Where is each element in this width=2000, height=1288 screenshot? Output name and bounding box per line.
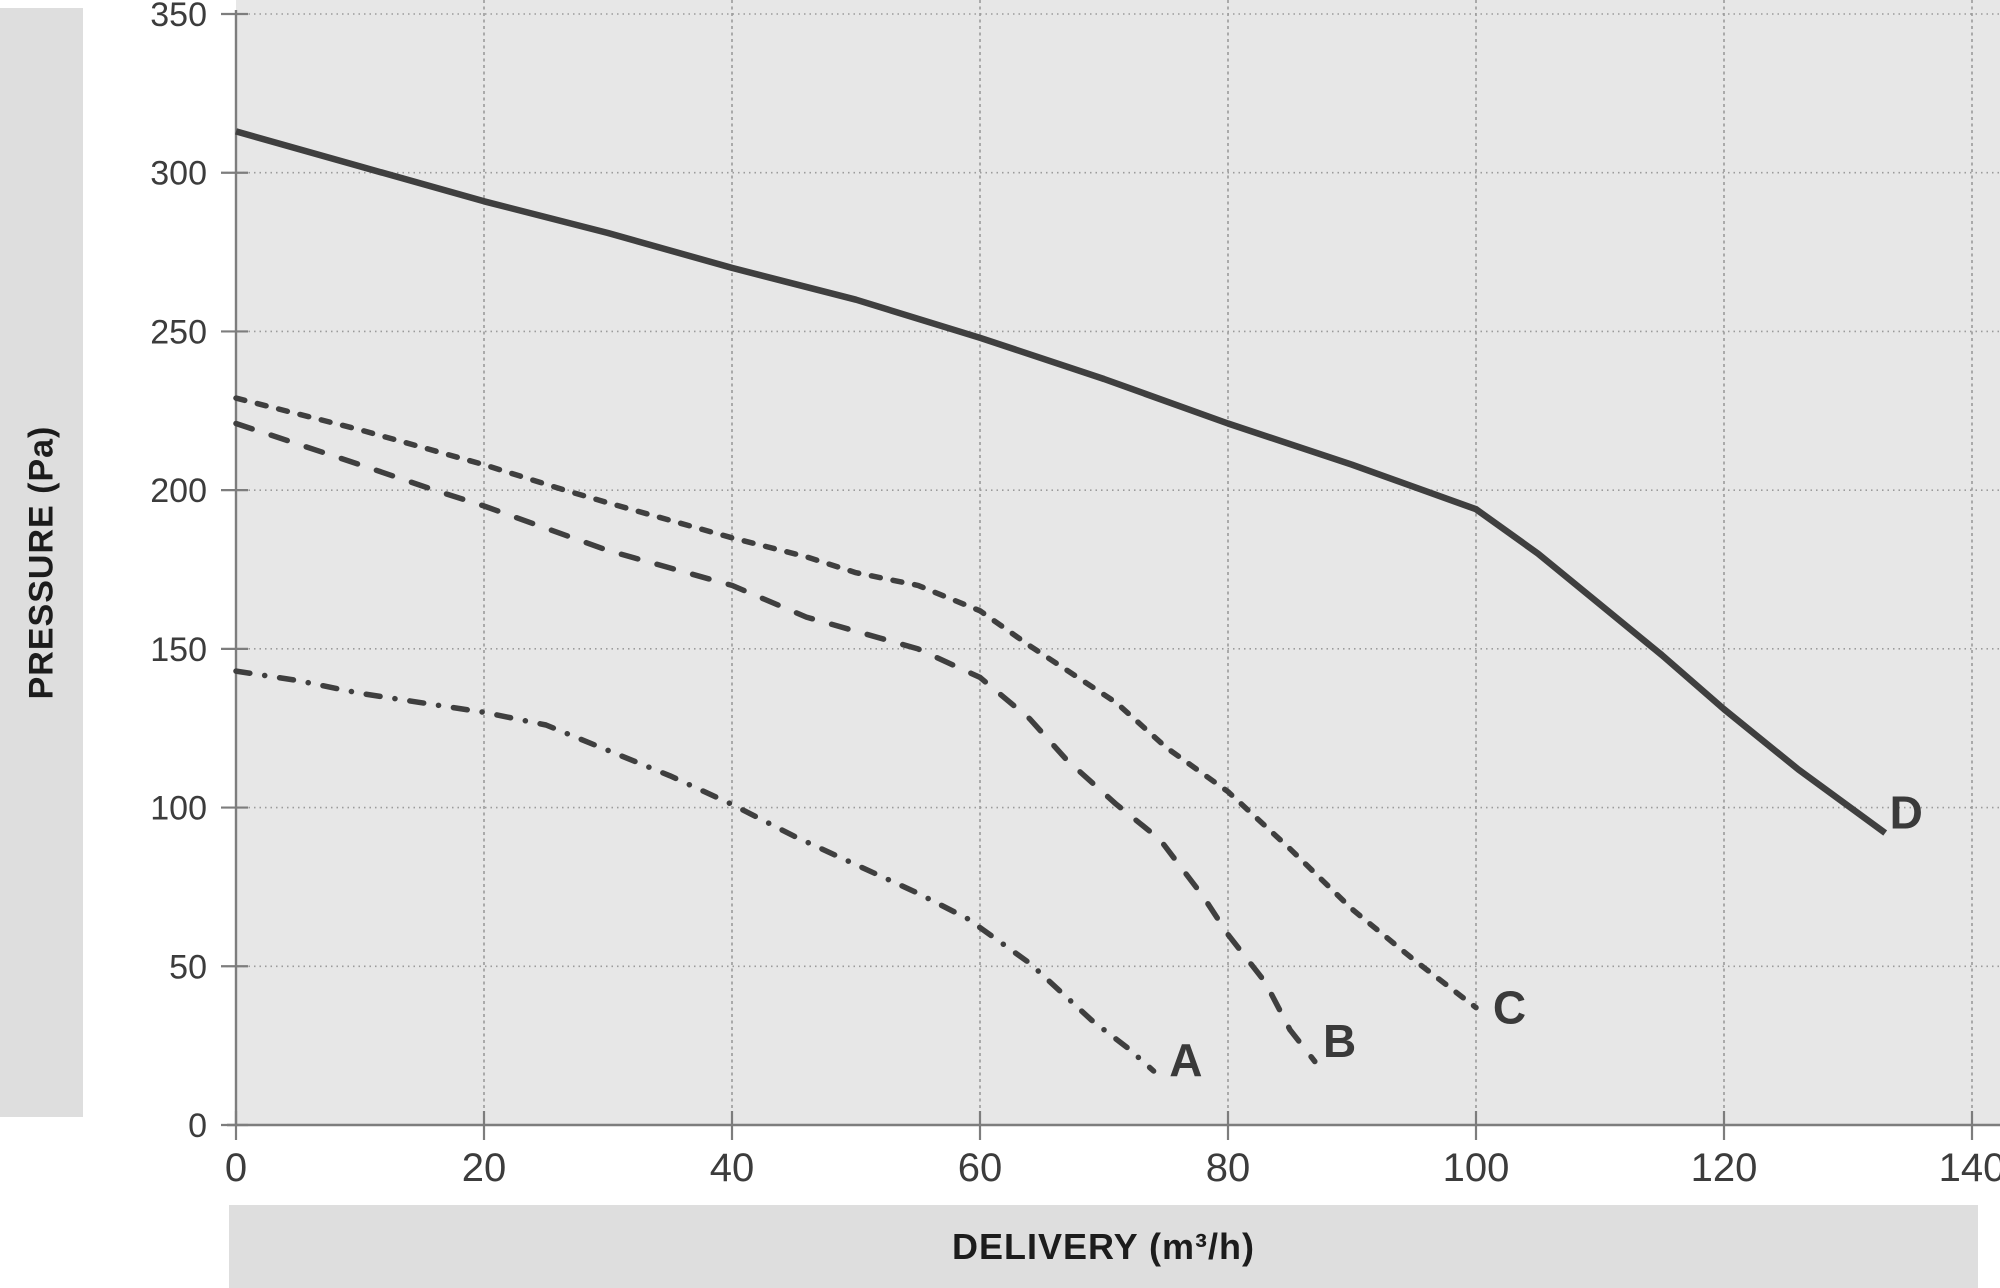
x-tick-label: 60 — [958, 1146, 1003, 1190]
y-tick-label: 350 — [150, 0, 207, 34]
y-tick-label: 100 — [150, 790, 207, 828]
y-tick-label: 50 — [169, 948, 207, 986]
x-tick-label: 0 — [225, 1146, 247, 1190]
curve-label-a: A — [1169, 1034, 1202, 1086]
y-tick-label: 250 — [150, 313, 207, 351]
curve-label-d: D — [1890, 786, 1923, 838]
y-axis-title-strip: PRESSURE (Pa) — [0, 8, 83, 1117]
x-tick-label: 120 — [1691, 1146, 1758, 1190]
plot-background — [236, 0, 2000, 1125]
x-axis-title: DELIVERY (m³/h) — [951, 1225, 1256, 1267]
x-tick-label: 80 — [1206, 1146, 1251, 1190]
y-tick-label: 200 — [150, 472, 207, 510]
y-tick-label: 300 — [150, 155, 207, 193]
x-tick-label: 100 — [1443, 1146, 1510, 1190]
x-tick-label: 20 — [462, 1146, 507, 1190]
curve-a — [233, 668, 1157, 1074]
x-tick-label: 40 — [710, 1146, 755, 1190]
x-tick-label: 140 — [1939, 1146, 2000, 1190]
curve-b — [233, 420, 1318, 1065]
curve-d — [235, 128, 1888, 836]
curve-label-b: B — [1323, 1015, 1356, 1067]
x-axis-title-strip: DELIVERY (m³/h) — [229, 1205, 1978, 1288]
y-tick-label: 150 — [150, 631, 207, 669]
y-tick-label: 0 — [188, 1107, 207, 1145]
curve-label-c: C — [1493, 982, 1526, 1034]
